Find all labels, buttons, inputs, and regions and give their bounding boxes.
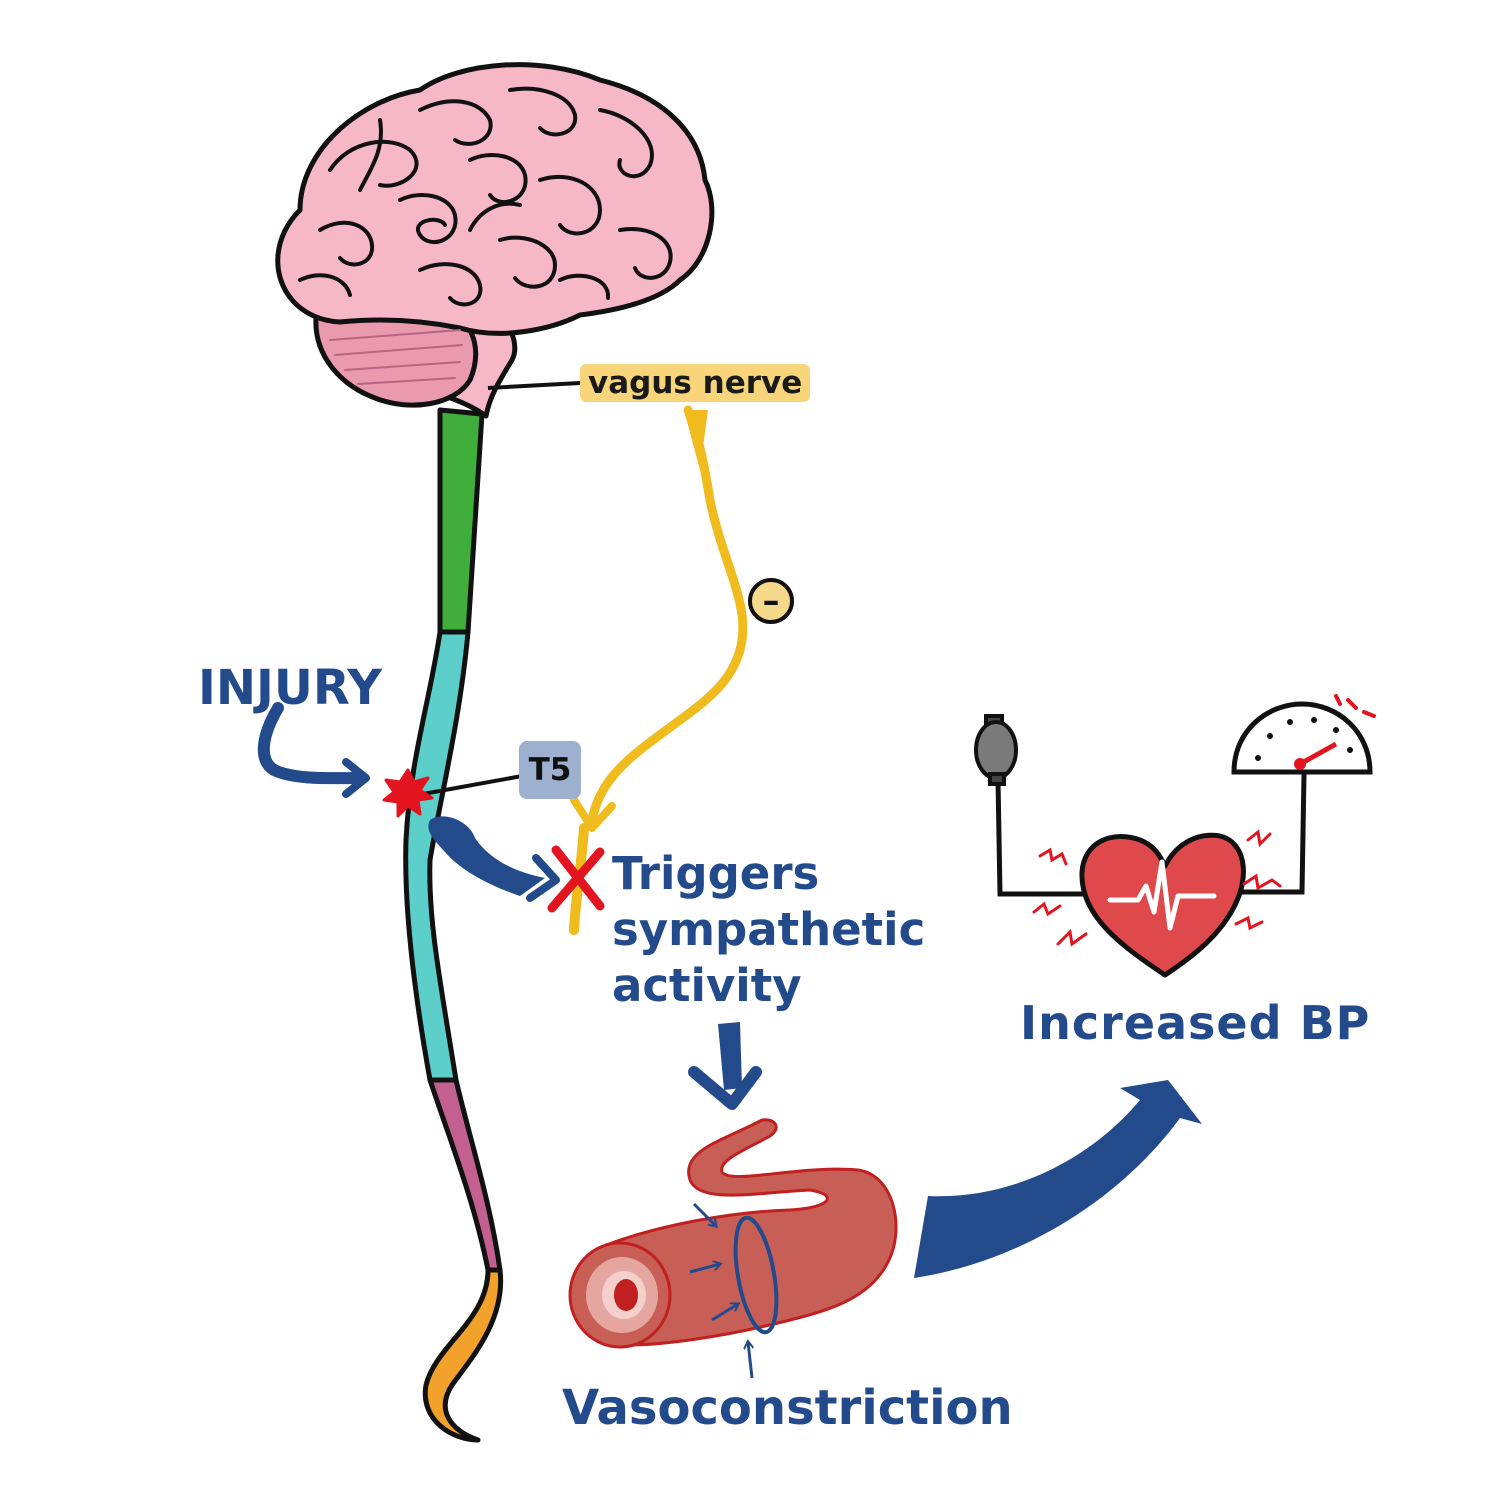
injury-star-icon — [382, 768, 434, 818]
spinal-cord-icon — [403, 407, 504, 1443]
down-arrow — [688, 1022, 762, 1110]
brain-folds — [298, 86, 673, 307]
heart-shake-marks — [1032, 829, 1282, 947]
injury-label: INJURY — [198, 660, 382, 716]
heart-icon — [1079, 832, 1246, 978]
increased-bp-label: Increased BP — [1020, 996, 1371, 1050]
vagus-leader-line — [487, 381, 581, 390]
injury-to-chain-arrowhead — [526, 854, 560, 902]
squeeze-arrows — [689, 1202, 752, 1379]
t5-leader-line — [411, 774, 523, 798]
bp-cuff-tube — [995, 779, 1088, 897]
cerebellum-lines — [329, 329, 463, 385]
bulb-pump-icon — [974, 714, 1018, 786]
t5-level-badge: T5 — [519, 741, 581, 799]
brain-icon — [275, 62, 715, 419]
vagus-wedge — [684, 410, 708, 470]
cord-lumbar-segment — [427, 1077, 503, 1273]
vagus-arrowhead — [570, 796, 616, 832]
bp-gauge-tube — [1222, 773, 1307, 895]
pressure-gauge-icon — [1231, 694, 1376, 775]
vagus-inhibitory-path — [587, 405, 748, 825]
vasoconstriction-label: Vasoconstriction — [562, 1380, 1013, 1436]
injury-to-chain-arrow — [428, 816, 545, 896]
triggers-sympathetic-label: Triggers sympathetic activity — [612, 846, 925, 1014]
injury-arrowhead — [342, 758, 370, 798]
blood-vessel-icon — [568, 1118, 898, 1349]
cord-cervical-segment — [437, 407, 485, 635]
vessel-to-heart-arrow — [914, 1080, 1202, 1278]
injury-arrow — [257, 702, 368, 785]
triggers-line-2: sympathetic — [612, 903, 926, 956]
block-x-icon — [547, 845, 605, 913]
vagus-nerve-label: vagus nerve — [580, 364, 811, 402]
cord-sacral-segment — [422, 1267, 504, 1443]
inhibition-minus-badge: – — [748, 578, 794, 624]
triggers-line-1: Triggers — [612, 847, 820, 900]
constriction-ring — [733, 1215, 779, 1335]
triggers-line-3: activity — [612, 959, 802, 1012]
